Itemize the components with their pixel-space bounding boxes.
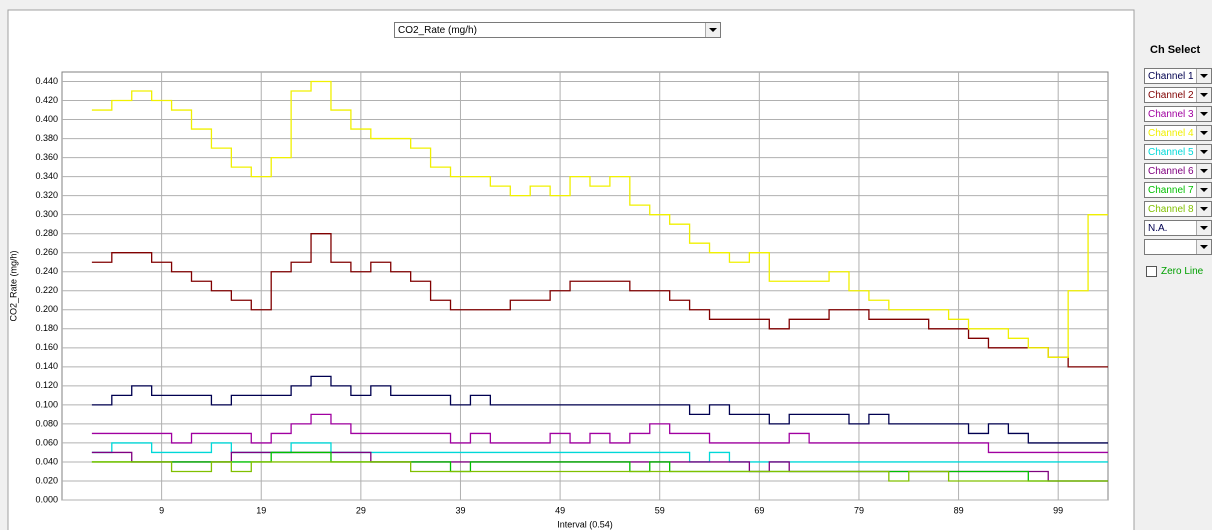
x-tick-label: 49	[555, 505, 565, 515]
dropdown-arrow	[1196, 183, 1211, 197]
channel-dropdown[interactable]: Channel 4	[1144, 125, 1212, 141]
channel-name: Channel 8	[1148, 204, 1194, 215]
dropdown-arrow	[1196, 88, 1211, 102]
plot-area	[61, 71, 1109, 501]
y-tick-label: 0.160	[35, 342, 58, 352]
y-tick-label: 0.180	[35, 323, 58, 333]
channel-dropdown[interactable]: Channel 6	[1144, 163, 1212, 179]
x-tick-label: 59	[655, 505, 665, 515]
zero-line-label: Zero Line	[1161, 266, 1204, 277]
y-tick-label: 0.140	[35, 361, 58, 371]
y-tick-label: 0.400	[35, 114, 58, 124]
series-line	[91, 461, 1108, 482]
x-tick-label: 19	[256, 505, 266, 515]
channel-dropdown[interactable]: Channel 2	[1144, 87, 1212, 103]
y-axis-label: CO2_Rate (mg/h)	[8, 250, 18, 321]
y-tick-label: 0.080	[35, 418, 58, 428]
x-tick-label: 69	[754, 505, 764, 515]
channel-dropdown[interactable]: Channel 3	[1144, 106, 1212, 122]
y-tick-label: 0.000	[35, 494, 58, 504]
y-tick-label: 0.260	[35, 247, 58, 257]
series-line	[91, 375, 1108, 444]
x-tick-label: 39	[455, 505, 465, 515]
dropdown-arrow	[1196, 107, 1211, 121]
channel-name: Channel 2	[1148, 90, 1194, 101]
x-tick-label: 29	[356, 505, 366, 515]
channel-dropdown[interactable]	[1144, 239, 1212, 255]
y-tick-label: 0.280	[35, 228, 58, 238]
y-tick-label: 0.340	[35, 171, 58, 181]
y-tick-label: 0.420	[35, 95, 58, 105]
series-line	[91, 442, 1108, 463]
x-tick-label: 79	[854, 505, 864, 515]
channel-name: Channel 4	[1148, 128, 1194, 139]
y-tick-label: 0.100	[35, 399, 58, 409]
metric-dropdown[interactable]: CO2_Rate (mg/h)	[394, 22, 721, 38]
y-tick-label: 0.200	[35, 304, 58, 314]
channel-name: Channel 6	[1148, 166, 1194, 177]
ch-select-title: Ch Select	[1150, 44, 1201, 56]
channel-dropdown[interactable]: Channel 8	[1144, 201, 1212, 217]
series-line	[91, 233, 1108, 368]
x-axis-label: Interval (0.54)	[557, 519, 613, 529]
dropdown-arrow	[1196, 164, 1211, 178]
y-tick-label: 0.060	[35, 437, 58, 447]
dropdown-arrow	[1196, 126, 1211, 140]
channel-name: Channel 7	[1148, 185, 1194, 196]
y-tick-label: 0.020	[35, 475, 58, 485]
y-tick-label: 0.120	[35, 380, 58, 390]
channel-dropdown[interactable]: Channel 1	[1144, 68, 1212, 84]
y-tick-label: 0.320	[35, 190, 58, 200]
series-line	[91, 80, 1108, 358]
x-tick-label: 89	[954, 505, 964, 515]
dropdown-arrow	[1196, 240, 1211, 254]
checkbox[interactable]	[1146, 266, 1157, 277]
channel-dropdown[interactable]: Channel 5	[1144, 144, 1212, 160]
channel-dropdown[interactable]: N.A.	[1144, 220, 1212, 236]
channel-name: Channel 1	[1148, 71, 1194, 82]
dropdown-arrow	[1196, 202, 1211, 216]
dropdown-arrow	[1196, 69, 1211, 83]
x-tick-label: 9	[159, 505, 164, 515]
y-tick-label: 0.040	[35, 456, 58, 466]
channel-dropdown[interactable]: Channel 7	[1144, 182, 1212, 198]
channel-name: Channel 3	[1148, 109, 1194, 120]
dropdown-arrow	[1196, 221, 1211, 235]
channel-name: Channel 5	[1148, 147, 1194, 158]
series-line	[91, 413, 1108, 454]
y-tick-label: 0.240	[35, 266, 58, 276]
x-tick-label: 99	[1053, 505, 1063, 515]
y-tick-label: 0.440	[35, 76, 58, 86]
y-tick-label: 0.300	[35, 209, 58, 219]
y-tick-label: 0.380	[35, 133, 58, 143]
channel-name: N.A.	[1148, 223, 1168, 234]
y-tick-label: 0.360	[35, 152, 58, 162]
y-tick-label: 0.220	[35, 285, 58, 295]
zero-line-option[interactable]: Zero Line	[1146, 266, 1203, 277]
dropdown-arrow	[1196, 145, 1211, 159]
chart-panel: CO2_Rate (mg/h) Interval (0.54) 0.000 0.0…	[7, 9, 1135, 530]
metric-value: CO2_Rate (mg/h)	[398, 25, 477, 36]
